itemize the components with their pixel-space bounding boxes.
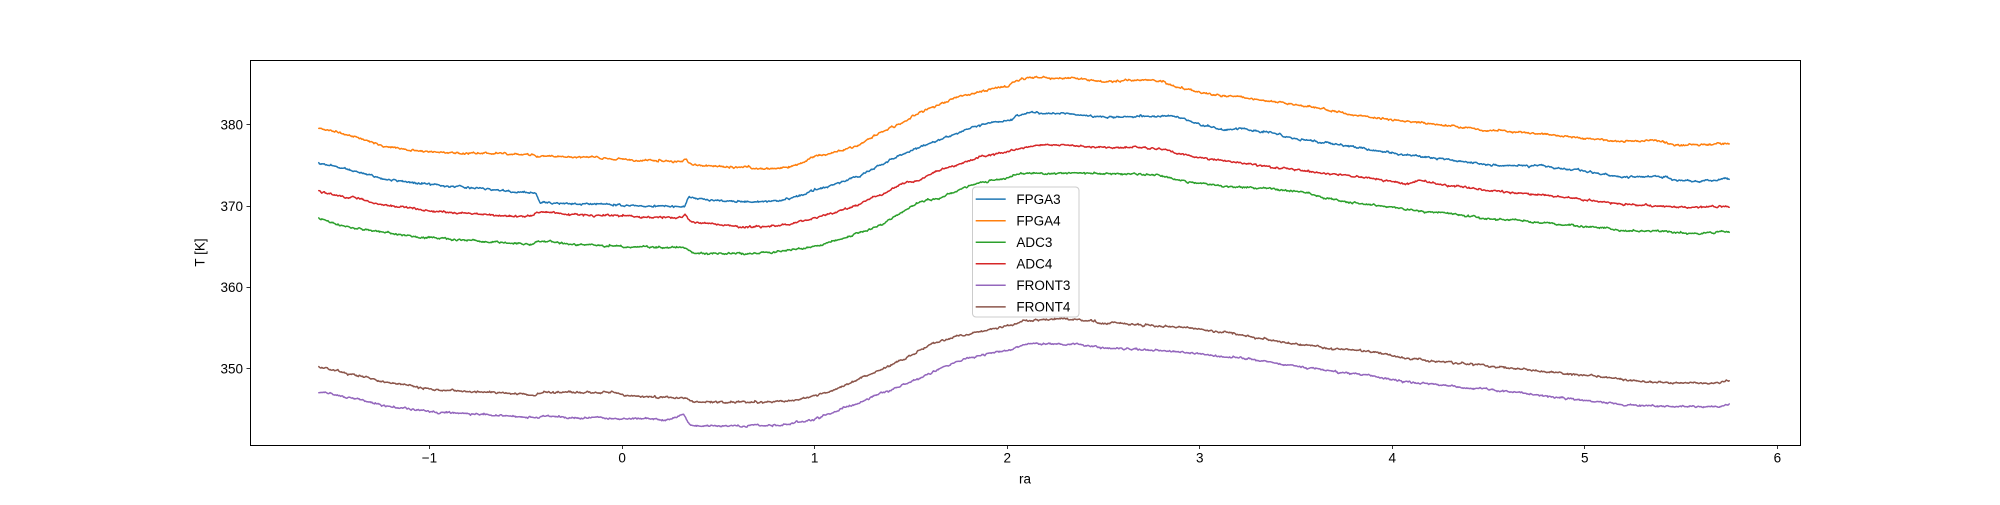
svg-text:4: 4 [1389,451,1397,466]
svg-text:−1: −1 [422,451,437,466]
svg-text:370: 370 [220,199,243,214]
svg-text:FRONT4: FRONT4 [1016,300,1070,315]
svg-text:1: 1 [811,451,819,466]
svg-text:ADC3: ADC3 [1016,235,1052,250]
svg-text:360: 360 [220,280,243,295]
svg-text:FPGA3: FPGA3 [1016,192,1060,207]
svg-text:ADC4: ADC4 [1016,257,1053,272]
svg-text:T [K]: T [K] [193,238,208,266]
svg-text:380: 380 [220,117,243,132]
svg-text:ra: ra [1019,472,1031,487]
svg-text:350: 350 [220,362,243,377]
svg-text:FPGA4: FPGA4 [1016,214,1061,229]
svg-text:5: 5 [1581,451,1589,466]
svg-text:0: 0 [618,451,626,466]
svg-text:6: 6 [1774,451,1782,466]
svg-text:FRONT3: FRONT3 [1016,278,1070,293]
svg-text:2: 2 [1003,451,1011,466]
svg-text:3: 3 [1196,451,1204,466]
